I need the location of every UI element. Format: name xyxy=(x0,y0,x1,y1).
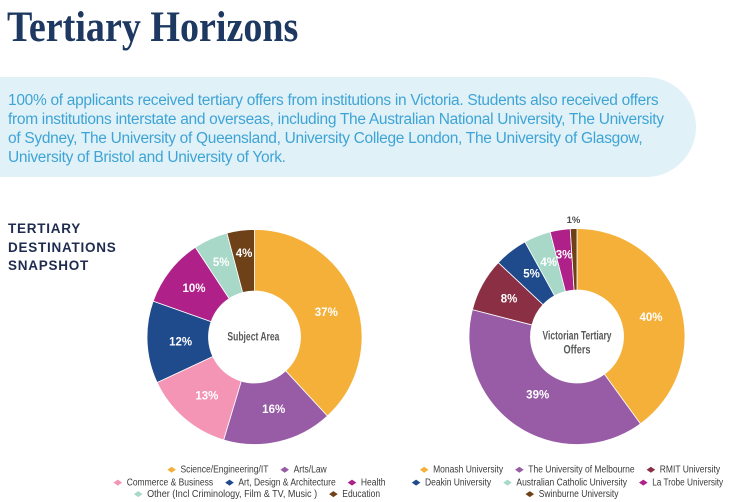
svg-text:1%: 1% xyxy=(567,215,581,226)
svg-text:The University of Melbourne: The University of Melbourne xyxy=(528,465,635,476)
svg-text:4%: 4% xyxy=(540,257,557,269)
svg-text:13%: 13% xyxy=(195,391,218,403)
svg-text:Art, Design & Architecture: Art, Design & Architecture xyxy=(238,478,336,489)
svg-text:12%: 12% xyxy=(169,337,192,349)
svg-text:5%: 5% xyxy=(213,257,230,269)
svg-text:3%: 3% xyxy=(556,250,573,262)
svg-text:Deakin University: Deakin University xyxy=(425,478,491,489)
svg-text:Education: Education xyxy=(342,489,380,500)
svg-text:Arts/Law: Arts/Law xyxy=(294,465,328,476)
svg-text:Health: Health xyxy=(361,478,386,489)
svg-text:37%: 37% xyxy=(315,307,338,319)
svg-text:39%: 39% xyxy=(526,390,549,402)
svg-text:8%: 8% xyxy=(501,294,518,306)
svg-text:Victorian Tertiary: Victorian Tertiary xyxy=(543,331,612,343)
svg-text:Monash University: Monash University xyxy=(433,465,503,476)
svg-text:16%: 16% xyxy=(262,404,285,416)
svg-text:Commerce & Business: Commerce & Business xyxy=(127,478,213,489)
svg-text:Australian Catholic University: Australian Catholic University xyxy=(516,478,627,489)
svg-text:RMIT University: RMIT University xyxy=(660,465,720,476)
svg-text:Science/Engineering/IT: Science/Engineering/IT xyxy=(181,465,269,476)
svg-text:Subject Area: Subject Area xyxy=(227,332,279,344)
svg-text:Other (Incl Criminology, Film: Other (Incl Criminology, Film & TV, Musi… xyxy=(147,489,317,500)
svg-text:Swinburne University: Swinburne University xyxy=(539,489,619,500)
svg-text:40%: 40% xyxy=(639,312,662,324)
svg-text:La Trobe University: La Trobe University xyxy=(652,478,723,489)
svg-text:10%: 10% xyxy=(182,283,205,295)
svg-text:Offers: Offers xyxy=(564,345,591,357)
svg-text:4%: 4% xyxy=(236,248,253,260)
svg-text:5%: 5% xyxy=(523,268,540,280)
